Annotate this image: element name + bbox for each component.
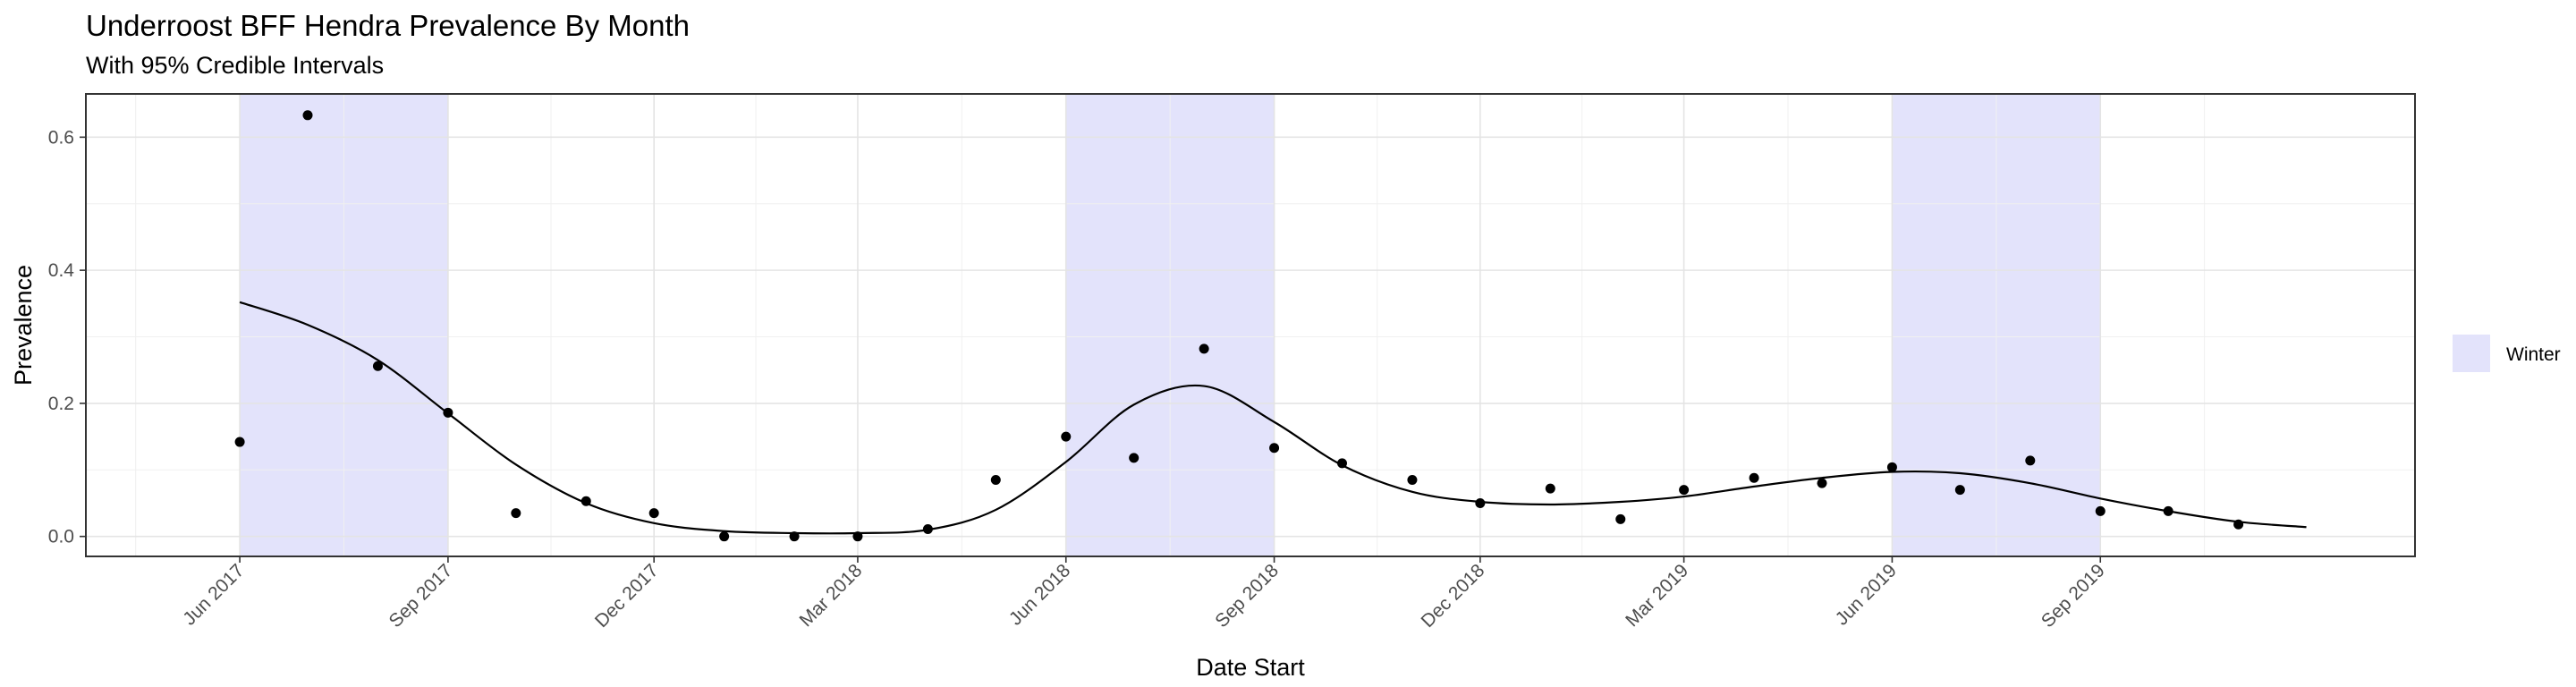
data-point — [1061, 431, 1072, 442]
data-point — [1817, 478, 1827, 488]
data-point — [1615, 513, 1626, 524]
trend-curve — [239, 301, 2307, 535]
x-tick-label: Jun 2017 — [179, 560, 248, 629]
data-point — [1129, 453, 1140, 463]
x-tick-label: Mar 2019 — [1622, 560, 1692, 631]
data-point — [372, 360, 383, 371]
data-point — [1269, 443, 1280, 454]
data-point — [1749, 472, 1759, 483]
data-point — [2095, 505, 2106, 516]
data-point — [789, 531, 800, 542]
x-tick-label: Sep 2017 — [386, 560, 457, 632]
y-tick-label: 0.6 — [48, 127, 74, 148]
data-point — [1886, 462, 1897, 472]
x-tick-label: Sep 2019 — [2038, 560, 2109, 632]
grid-lines — [86, 94, 2415, 556]
trend-line — [239, 301, 2307, 535]
legend-label-winter: Winter — [2506, 344, 2561, 365]
data-point — [580, 496, 591, 506]
y-axis-title: Prevalence — [10, 265, 37, 386]
data-point — [511, 508, 521, 519]
chart-subtitle: With 95% Credible Intervals — [86, 52, 385, 79]
y-tick-label: 0.4 — [48, 260, 75, 281]
data-point — [1954, 485, 1965, 496]
data-point — [2025, 455, 2036, 466]
x-tick-label: Jun 2018 — [1005, 560, 1074, 629]
data-point — [1407, 474, 1418, 485]
chart-title: Underroost BFF Hendra Prevalence By Mont… — [86, 9, 690, 42]
x-tick-label: Mar 2018 — [795, 560, 866, 631]
data-point — [852, 531, 863, 542]
data-points — [234, 110, 2244, 542]
panel-border — [85, 93, 2416, 557]
x-tick-label: Jun 2019 — [1832, 560, 1901, 629]
data-point — [922, 524, 933, 535]
data-point — [1336, 458, 1347, 469]
data-point — [1199, 344, 1209, 354]
data-point — [990, 474, 1001, 485]
x-tick-label: Dec 2017 — [591, 560, 663, 632]
y-tick-label: 0.2 — [48, 394, 74, 414]
data-point — [1679, 485, 1690, 496]
legend-key-winter — [2453, 335, 2490, 372]
data-point — [648, 508, 659, 519]
data-point — [2163, 505, 2174, 516]
x-axis-title: Date Start — [1196, 654, 1305, 681]
data-point — [1475, 497, 1486, 508]
data-point — [1545, 483, 1555, 494]
legend: Winter — [2453, 335, 2561, 372]
x-tick-label: Dec 2018 — [1418, 560, 1489, 632]
data-point — [234, 437, 245, 447]
data-point — [443, 407, 453, 418]
x-tick-label: Sep 2018 — [1211, 560, 1283, 632]
data-point — [719, 531, 730, 542]
data-point — [2233, 519, 2244, 530]
y-tick-label: 0.0 — [48, 527, 74, 547]
data-point — [302, 110, 313, 121]
